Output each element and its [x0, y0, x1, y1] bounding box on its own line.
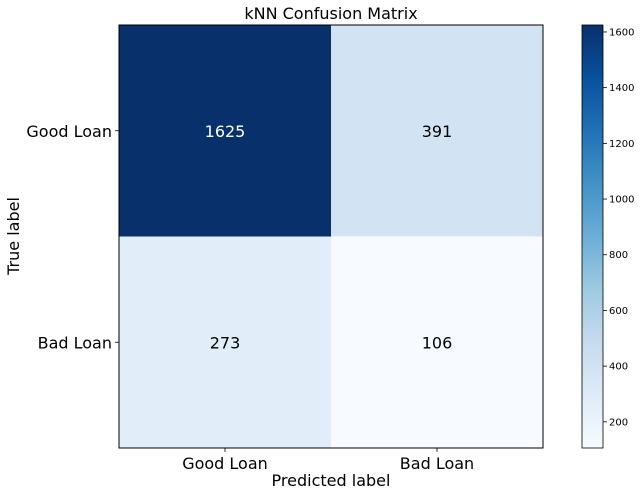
colorbar-tick-label: 600: [609, 306, 628, 317]
y-axis-ticks: Good Loan Bad Loan: [26, 122, 119, 352]
chart-title: kNN Confusion Matrix: [244, 4, 417, 23]
y-axis-label: True label: [4, 197, 23, 276]
colorbar-ticks: 200 400 600 800 1000 1200 1400 1600: [603, 27, 634, 428]
colorbar-tick-label: 1600: [609, 27, 634, 38]
cell-value-label: 273: [210, 333, 241, 352]
x-axis-label: Predicted label: [272, 471, 391, 490]
heatmap-cell: [331, 236, 543, 448]
cell-value-label: 106: [422, 333, 453, 352]
x-axis-ticks: Good Loan Bad Loan: [182, 448, 474, 473]
heatmap-cell: [119, 236, 331, 448]
colorbar-tick-label: 200: [609, 417, 628, 428]
x-tick-label: Bad Loan: [400, 454, 474, 473]
heatmap-cells: 1625 391 273 106: [119, 25, 543, 448]
colorbar-tick-label: 1200: [609, 139, 634, 150]
x-tick-label: Good Loan: [182, 454, 268, 473]
y-tick-label: Good Loan: [26, 122, 112, 141]
cell-value-label: 1625: [205, 122, 246, 141]
cell-value-label: 391: [422, 122, 453, 141]
plot-frame: [118, 24, 544, 449]
colorbar-tick-label: 400: [609, 362, 628, 373]
colorbar-tick-label: 800: [609, 250, 628, 261]
colorbar: [581, 24, 604, 449]
colorbar-tick-label: 1000: [609, 195, 634, 206]
colorbar-tick-label: 1400: [609, 83, 634, 94]
heatmap-cell: [119, 25, 331, 237]
y-tick-label: Bad Loan: [38, 333, 112, 352]
heatmap-cell: [331, 25, 543, 237]
